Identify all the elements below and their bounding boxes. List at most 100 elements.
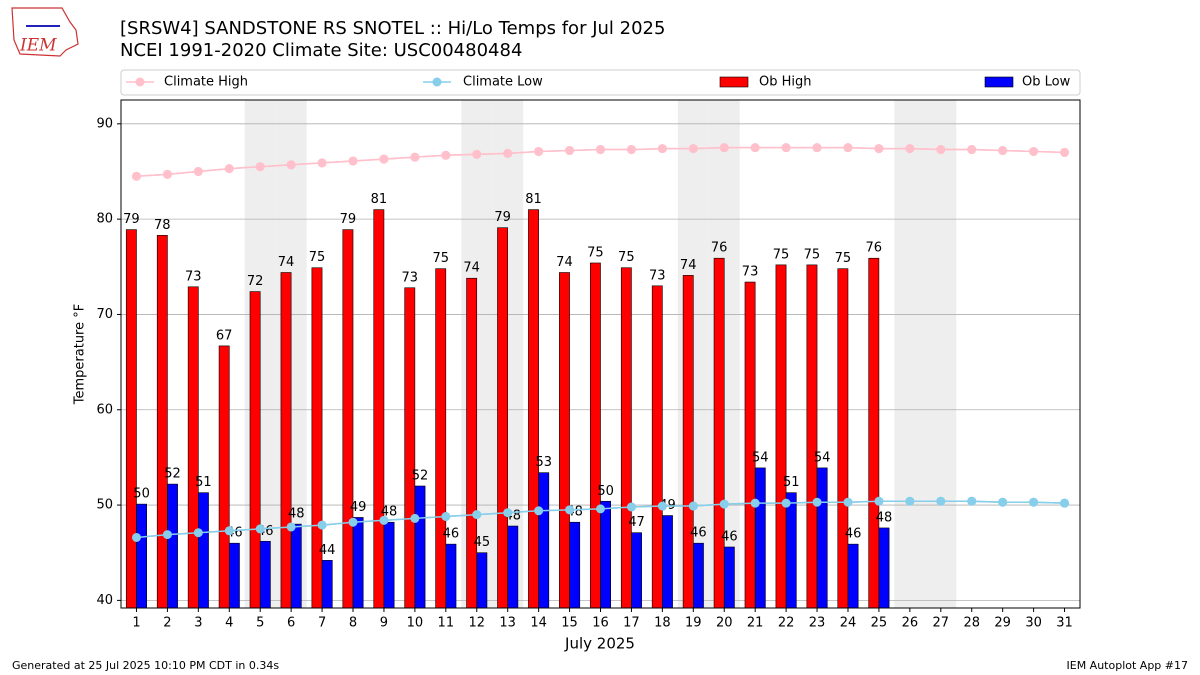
- bar: [476, 552, 488, 609]
- line-point: [936, 145, 946, 155]
- x-tick-label: 6: [287, 616, 295, 631]
- x-tick-label: 11: [438, 616, 455, 631]
- chart-title: [SRSW4] SANDSTONE RS SNOTEL :: Hi/Lo Tem…: [120, 18, 665, 39]
- line-point: [781, 143, 791, 153]
- data-label: 54: [752, 450, 769, 465]
- data-label: 74: [680, 258, 697, 273]
- x-tick-label: 25: [871, 616, 888, 631]
- data-label: 78: [154, 218, 171, 233]
- legend-label: Climate Low: [463, 75, 543, 90]
- line-point: [657, 144, 667, 154]
- x-tick-label: 8: [349, 616, 357, 631]
- plot-frame: [120, 99, 1081, 609]
- line-point: [967, 145, 977, 155]
- line-point: [874, 144, 884, 154]
- data-label: 75: [309, 250, 326, 265]
- bar: [352, 517, 364, 609]
- legend-swatch: [719, 76, 749, 88]
- x-tick-label: 15: [561, 616, 578, 631]
- x-tick-label: 9: [380, 616, 388, 631]
- line-point: [348, 517, 358, 527]
- x-tick-label: 27: [933, 616, 950, 631]
- line-point: [596, 145, 605, 155]
- y-tick-label: 50: [96, 498, 113, 513]
- data-label: 51: [195, 475, 212, 490]
- data-label: 48: [876, 510, 893, 525]
- line-point: [224, 164, 234, 174]
- bar: [125, 229, 137, 609]
- data-label: 67: [216, 328, 233, 343]
- x-tick-label: 29: [994, 616, 1011, 631]
- x-tick-label: 16: [592, 616, 609, 631]
- bar: [280, 272, 292, 609]
- line-point: [379, 154, 389, 164]
- bar: [404, 287, 416, 609]
- line-point: [936, 496, 946, 506]
- data-label: 73: [185, 269, 202, 284]
- line-point: [998, 497, 1008, 507]
- bar: [837, 268, 849, 609]
- bar: [228, 542, 240, 609]
- line-point: [131, 171, 141, 181]
- line-point: [843, 497, 853, 507]
- line-point: [812, 143, 822, 153]
- bar: [693, 542, 704, 609]
- data-label: 74: [463, 261, 480, 276]
- data-label: 81: [525, 192, 542, 207]
- line-point: [1060, 498, 1070, 508]
- bar: [321, 560, 333, 609]
- line-point: [998, 146, 1008, 156]
- legend-box: [120, 69, 1081, 96]
- data-label: 74: [556, 255, 573, 270]
- line-point: [441, 150, 451, 160]
- legend-marker: [135, 77, 145, 87]
- data-label: 46: [721, 530, 738, 545]
- data-label: 75: [587, 245, 604, 260]
- data-label: 75: [835, 251, 852, 266]
- line-point: [472, 149, 482, 159]
- line-point: [348, 156, 358, 166]
- x-tick-label: 1: [132, 616, 140, 631]
- line-point: [534, 146, 544, 156]
- bar: [754, 467, 766, 609]
- x-tick-label: 19: [685, 616, 702, 631]
- x-tick-label: 30: [1025, 616, 1042, 631]
- line-point: [750, 498, 760, 508]
- line-point: [719, 143, 729, 153]
- bar: [723, 546, 735, 609]
- logo-text: IEM: [19, 36, 57, 56]
- bar: [569, 521, 581, 609]
- line-point: [688, 501, 698, 511]
- y-tick-label: 90: [96, 116, 113, 131]
- bar: [744, 281, 756, 609]
- x-tick-label: 5: [256, 616, 264, 631]
- data-label: 47: [628, 515, 645, 530]
- line-point: [565, 146, 575, 156]
- data-label: 51: [783, 475, 800, 490]
- data-label: 73: [402, 270, 419, 285]
- line-point: [905, 144, 915, 154]
- y-tick-label: 60: [96, 402, 113, 417]
- data-label: 75: [804, 247, 821, 262]
- x-tick-label: 24: [840, 616, 857, 631]
- data-label: 50: [133, 487, 150, 502]
- line-point: [410, 513, 420, 523]
- bar: [528, 209, 539, 609]
- line-point: [1029, 146, 1039, 156]
- bar: [620, 267, 632, 609]
- footer-right: IEM Autoplot App #17: [1067, 659, 1189, 672]
- bar: [507, 525, 519, 609]
- line-point: [503, 508, 513, 518]
- bar: [785, 492, 797, 609]
- footer-left: Generated at 25 Jul 2025 10:10 PM CDT in…: [12, 659, 279, 672]
- line-point: [719, 499, 729, 509]
- x-tick-label: 18: [654, 616, 671, 631]
- bar: [713, 257, 725, 609]
- bar: [218, 345, 230, 609]
- bar: [538, 472, 550, 609]
- data-label: 79: [340, 212, 357, 227]
- x-tick-label: 31: [1056, 616, 1073, 631]
- line-point: [626, 502, 636, 512]
- line-point: [781, 498, 791, 508]
- bar: [559, 272, 570, 609]
